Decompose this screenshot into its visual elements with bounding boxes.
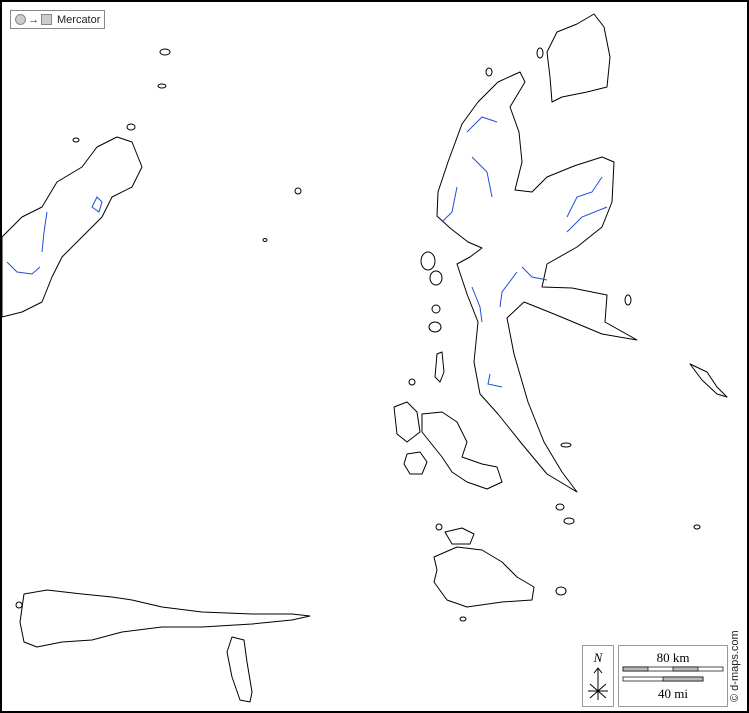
island-taliabu [19,589,311,648]
north-arrow: N [582,645,614,707]
island-bisa [444,527,475,545]
circle-icon [15,14,26,25]
river [441,116,608,388]
island-mandioli [403,451,428,475]
scale-km-label: 80 km [656,650,690,665]
river [6,211,48,275]
island-mare [431,304,441,314]
island-mangole [226,636,253,703]
lake [91,196,103,213]
credit-text: © d-maps.com [729,630,741,702]
island-moti [428,321,442,333]
island-bacan [421,411,503,490]
island-sulawesi [2,136,143,318]
scale-mi-label: 40 mi [658,686,688,701]
projection-label: → Mercator [10,10,106,29]
islet [555,586,567,596]
arrow-right-icon: → [28,13,39,26]
projection-name: Mercator [57,13,101,26]
island-morotai [546,13,611,103]
island-tidore [429,270,443,286]
scale-bars [622,666,724,682]
compass-icon [588,667,608,700]
island-obi [433,546,535,608]
north-label: N [593,650,603,665]
square-icon [41,14,52,25]
island-kasiruta [393,401,421,443]
scale-bar: 80 km 40 mi [618,645,728,707]
island-ternate [420,251,436,271]
island-halmahera [436,71,638,493]
island-makian [434,351,445,383]
islets [15,47,728,622]
